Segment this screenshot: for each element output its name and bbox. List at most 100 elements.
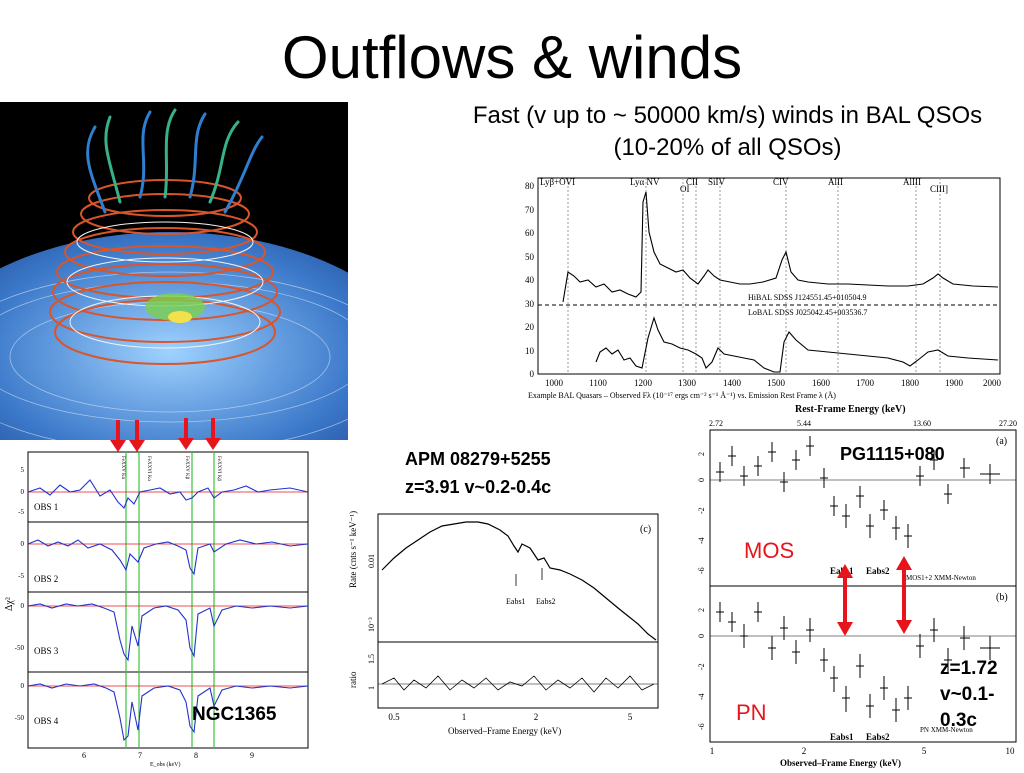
y-tick: -50 (15, 644, 25, 652)
obs-label: OBS 3 (34, 646, 59, 656)
obs-label: OBS 4 (34, 716, 59, 726)
top-tick: 5.44 (797, 419, 811, 428)
y-tick: 0 (697, 634, 706, 638)
pg-mos-caption: MOS1+2 XMM-Newton (906, 574, 976, 582)
pg-xlabel: Observed–Frame Energy (keV) (780, 758, 901, 768)
ngc-line-label: FeXXVI Kα (146, 456, 151, 481)
y-tick: 80 (525, 181, 535, 191)
bottom-tick: 2 (802, 746, 807, 756)
y-tick: 10 (525, 346, 535, 356)
y-tick: -2 (697, 507, 706, 514)
x-tick: 1200 (634, 378, 653, 388)
z-label-2: v~0.1- (940, 684, 995, 705)
line-label: CIV (773, 177, 789, 187)
line-label: CIII] (930, 184, 948, 194)
magnetic-wind-simulation-icon (0, 102, 430, 532)
y-tick: 2 (697, 452, 706, 456)
bottom-tick: 10 (1006, 746, 1016, 756)
line-label: Lyβ+OVI (540, 177, 575, 187)
wind-simulation-image (0, 102, 430, 532)
down-arrow-icon (837, 622, 853, 636)
x-axis-label: Example BAL Quasars – Observed Fλ (10⁻¹⁷… (528, 391, 836, 400)
y-tick: 40 (525, 275, 535, 285)
x-tick: 1 (462, 712, 467, 722)
x-tick: 1900 (945, 378, 964, 388)
slide-title: Outflows & winds (281, 24, 743, 91)
x-tick: 9 (250, 751, 254, 760)
y-tick: -50 (15, 714, 25, 722)
line-label: SiIV (708, 177, 726, 187)
line-label: Lyα NV (630, 177, 660, 187)
y-tick: -4 (697, 693, 706, 700)
ngc-line-label: FeXXV Kβ (184, 456, 189, 480)
pg-pn-caption: PN XMM-Newton (920, 726, 973, 734)
top-tick: 27.20 (999, 419, 1017, 428)
apm-title-1: APM 08279+5255 (405, 449, 551, 469)
x-tick: 1100 (589, 378, 607, 388)
apm-title-2: z=3.91 v~0.2-0.4c (405, 477, 552, 497)
y-tick: -6 (697, 723, 706, 730)
y-tick: -5 (18, 572, 24, 580)
apm-eabs2: Eabs2 (536, 597, 556, 606)
x-tick: 2 (534, 712, 539, 722)
x-tick: 1500 (767, 378, 786, 388)
top-tick: 2.72 (709, 419, 723, 428)
ngc-line-label: FeXXVI Kβ (216, 456, 221, 481)
bal-caption: Fast (v up to ~ 50000 km/s) winds in BAL… (472, 102, 983, 161)
y-tick: -5 (18, 508, 24, 516)
x-tick: 5 (628, 712, 633, 722)
apm-eabs1: Eabs1 (506, 597, 526, 606)
y-tick: 0 (530, 369, 535, 379)
x-tick: 8 (194, 751, 198, 760)
y-tick: -2 (697, 663, 706, 670)
ngc1365-panel: Δχ² OBS 1 (0, 440, 322, 768)
pg1115-panel: 2.72 5.44 13.60 27.20 (a) (b) 2 0 -2 -4 … (680, 416, 1020, 768)
apm-ylabel-top: Rate (cnts s⁻¹ keV⁻¹) (348, 511, 358, 588)
y-tick: 0 (21, 602, 25, 610)
y-tick: 0 (697, 478, 706, 482)
apm-xlabel: Observed–Frame Energy (keV) (448, 726, 561, 736)
down-arrow-icon (205, 438, 221, 450)
top-tick: 13.60 (913, 419, 931, 428)
ngc-ylabel: Δχ² (4, 597, 15, 611)
mos-label: MOS (744, 538, 795, 563)
x-tick: 0.5 (388, 712, 400, 722)
down-arrow-icon (129, 440, 145, 452)
bottom-tick: 5 (922, 746, 927, 756)
x-tick: 6 (82, 751, 86, 760)
pg-panel-a: (a) (996, 436, 1007, 447)
down-arrow-icon (896, 620, 912, 634)
y-tick: 30 (525, 299, 535, 309)
ngc1365-label: NGC1365 (192, 704, 277, 725)
x-tick: 1300 (678, 378, 697, 388)
up-arrow-icon (837, 564, 853, 578)
line-label: OI (680, 184, 690, 194)
x-tick: 1400 (723, 378, 742, 388)
z-label-3: 0.3c (940, 710, 977, 731)
obs-label: OBS 1 (34, 502, 58, 512)
arrow-group (110, 418, 221, 452)
x-tick: 2000 (983, 378, 1002, 388)
down-arrow-icon (178, 438, 194, 450)
z-label-1: z=1.72 (940, 658, 998, 679)
y-tick: 0.01 (367, 554, 376, 568)
y-tick: 0 (21, 488, 25, 496)
y-tick: 2 (697, 608, 706, 612)
y-tick: 0 (21, 540, 25, 548)
line-label: AlIII (903, 177, 921, 187)
x-tick: 1800 (901, 378, 920, 388)
pg-eabs2: Eabs2 (866, 732, 890, 742)
up-arrow-icon (896, 556, 912, 570)
y-tick: 70 (525, 205, 535, 215)
pn-label: PN (736, 700, 767, 725)
y-tick: 5 (21, 466, 25, 474)
pg-eabs2: Eabs2 (866, 566, 890, 576)
bal-spectrum-panel: Lyβ+OVI Lyα NV OI CII SiIV CIV AlII AlII… (508, 172, 1013, 414)
y-tick: 1 (367, 686, 376, 690)
down-arrow-icon (110, 440, 126, 452)
x-tick: 1700 (856, 378, 875, 388)
x-tick: 7 (138, 751, 142, 760)
legend-lobal: LoBAL SDSS J025042.45+003536.7 (748, 308, 867, 317)
pg1115-title: PG1115+080 (840, 444, 945, 464)
ngc-xlabel: E_obs (keV) (150, 761, 181, 768)
